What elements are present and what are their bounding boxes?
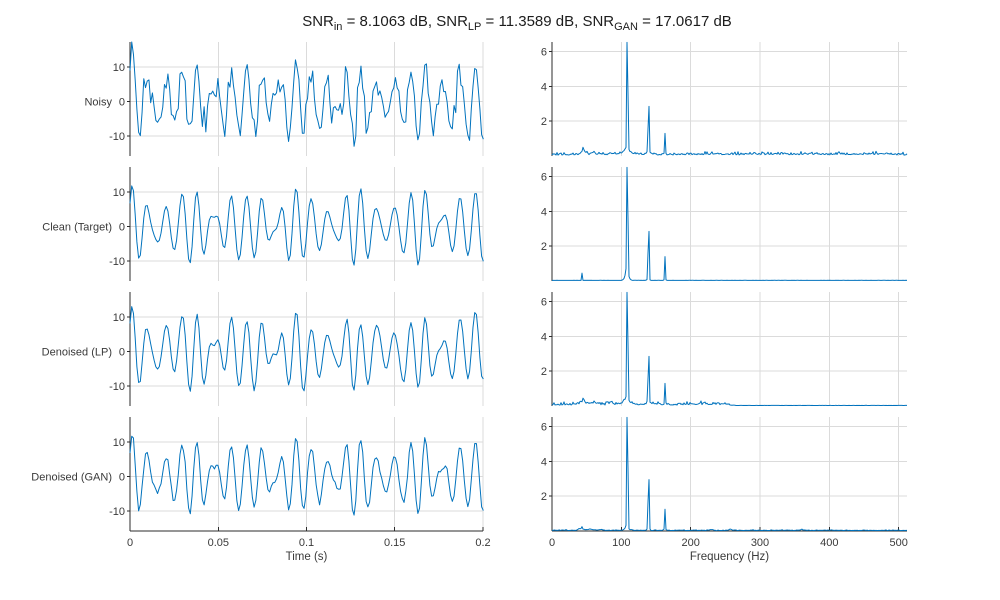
clean-time-series-line: [129, 185, 484, 266]
x-tick-label: 0.2: [475, 537, 490, 549]
noisy-spectrum-series-line: [551, 41, 908, 156]
y-tick-label: 0: [119, 471, 125, 483]
x-tick-label: 0.15: [384, 537, 405, 549]
y-tick-label: 10: [113, 187, 125, 199]
row-label: Clean (Target): [42, 221, 112, 233]
x-tick-label: 500: [890, 537, 908, 549]
title-subscript: LP: [467, 21, 482, 33]
y-tick-label: 0: [119, 96, 125, 108]
x-axis-label: Frequency (Hz): [690, 551, 769, 563]
x-tick-label: 200: [682, 537, 700, 549]
row-label: Noisy: [84, 96, 112, 108]
y-tick-label: 2: [541, 116, 547, 128]
x-tick-label: 0: [127, 537, 133, 549]
y-tick-label: 6: [541, 296, 547, 308]
lp-spectrum-panel: 2 4 6: [541, 291, 908, 406]
title-segment: = 17.0617 dB: [637, 13, 732, 30]
y-tick-label: 10: [113, 437, 125, 449]
row-label: Denoised (GAN): [31, 471, 112, 483]
y-tick-label: 6: [541, 46, 547, 58]
y-tick-label: 4: [541, 456, 547, 468]
x-tick-label: 300: [751, 537, 769, 549]
row-label: Denoised (LP): [42, 346, 112, 358]
x-tick-label: 0.05: [208, 537, 229, 549]
figure-title: SNRin = 8.1063 dB, SNRLP = 11.3589 dB, S…: [0, 13, 1000, 33]
x-axis-label: Time (s): [286, 551, 328, 563]
y-tick-label: -10: [109, 381, 125, 393]
x-tick-label: 400: [820, 537, 838, 549]
noisy-time-series-line: [129, 41, 484, 147]
y-tick-label: 10: [113, 312, 125, 324]
clean-spectrum-panel: 2 4 6: [541, 166, 908, 281]
lp-time-series-line: [129, 306, 484, 392]
y-tick-label: -10: [109, 256, 125, 268]
y-tick-label: 4: [541, 331, 547, 343]
x-tick-label: 0: [549, 537, 555, 549]
noisy-time-panel: -10 0 10 Noisy: [84, 41, 484, 156]
gan-time-series-line: [129, 435, 484, 516]
noisy-spectrum-panel: 2 4 6: [541, 41, 908, 156]
y-tick-label: 10: [113, 62, 125, 74]
lp-spectrum-series-line: [551, 291, 908, 406]
y-tick-label: -10: [109, 131, 125, 143]
y-tick-label: 6: [541, 421, 547, 433]
clean-time-panel: -10 0 10 Clean (Target): [42, 167, 484, 281]
y-tick-label: -10: [109, 506, 125, 518]
y-tick-label: 0: [119, 221, 125, 233]
y-tick-label: 2: [541, 491, 547, 503]
y-tick-label: 4: [541, 206, 547, 218]
title-segment: = 11.3589 dB, SNR: [481, 13, 615, 30]
y-tick-label: 0: [119, 346, 125, 358]
title-subscript: in: [333, 21, 343, 33]
gan-time-panel: -10 0 10 0 0.05 0.1 0.15 0.2 Time (s) Denoised (G…: [31, 417, 491, 563]
y-tick-label: 2: [541, 241, 547, 253]
y-tick-label: 6: [541, 171, 547, 183]
clean-spectrum-series-line: [551, 166, 908, 281]
title-segment: = 8.1063 dB, SNR: [342, 13, 468, 30]
gan-spectrum-series-line: [551, 416, 908, 532]
title-subscript: GAN: [614, 21, 638, 33]
x-tick-label: 0.1: [299, 537, 314, 549]
y-tick-label: 2: [541, 366, 547, 378]
x-tick-label: 100: [612, 537, 630, 549]
title-segment: SNR: [302, 13, 334, 30]
lp-time-panel: -10 0 10 Denoised (LP): [42, 292, 484, 406]
y-tick-label: 4: [541, 81, 547, 93]
gan-spectrum-panel: 2 4 6 0 100 200 300 400 500 Frequency (Hz): [541, 416, 908, 563]
